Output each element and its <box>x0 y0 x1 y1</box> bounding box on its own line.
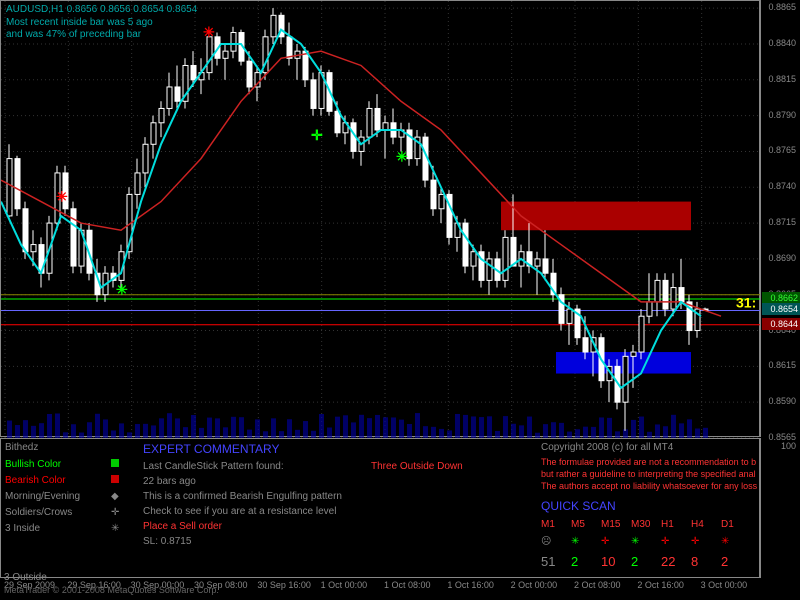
y-tick-label: 0.8740 <box>768 181 796 191</box>
legend-item: Bearish Color <box>5 475 66 486</box>
quickscan-col: H4 <box>691 519 704 530</box>
svg-text:✳: ✳ <box>116 282 128 298</box>
copyright: Copyright 2008 (c) for all MT4 <box>541 442 673 453</box>
quickscan-col: M15 <box>601 519 620 530</box>
x-tick-label: 1 Oct 00:00 <box>321 580 368 590</box>
x-tick-label: 3 Oct 00:00 <box>701 580 748 590</box>
x-tick-label: 1 Oct 08:00 <box>384 580 431 590</box>
quickscan-value: 8 <box>691 554 698 569</box>
y-tick-label: 0.8790 <box>768 110 796 120</box>
quickscan-marker: ✛ <box>601 536 609 547</box>
quickscan-col: D1 <box>721 519 734 530</box>
quickscan-marker: ✳ <box>721 536 729 547</box>
legend-marker: ◆ <box>111 491 119 502</box>
quickscan-col: M5 <box>571 519 585 530</box>
quickscan-title: QUICK SCAN <box>541 499 616 513</box>
y-tick-label: 0.8715 <box>768 217 796 227</box>
footer-outside: 3 Outside <box>4 572 47 583</box>
y-tick-label: 0.8690 <box>768 253 796 263</box>
y-tick-label: 0.8865 <box>768 2 796 12</box>
indicator-name: Bithedz <box>5 442 38 453</box>
commentary-line: Check to see if you are at a resistance … <box>143 506 336 517</box>
y-tick-label: 0.8615 <box>768 360 796 370</box>
commentary-line: 22 bars ago <box>143 476 196 487</box>
footer-copyright: MetaTrader © 2001-2008 MetaQuotes Softwa… <box>4 585 219 595</box>
disclaimer-3: The authors accept no liability whatsoev… <box>541 481 757 491</box>
quickscan-col: M1 <box>541 519 555 530</box>
disclaimer-2: but rather a guideline to interpreting t… <box>541 469 756 479</box>
commentary-line: Last CandleStick Pattern found: <box>143 461 284 472</box>
commentary-line: This is a confirmed Bearish Engulfing pa… <box>143 491 342 502</box>
quickscan-value: 10 <box>601 554 615 569</box>
legend-item: Bullish Color <box>5 459 61 470</box>
x-tick-label: 30 Sep 16:00 <box>257 580 311 590</box>
quickscan-col: M30 <box>631 519 650 530</box>
quickscan-value: 2 <box>631 554 638 569</box>
quickscan-marker: ✛ <box>661 536 669 547</box>
price-level-box: 0.8662 <box>762 292 800 304</box>
quickscan-value: 22 <box>661 554 675 569</box>
price-chart[interactable]: AUDUSD,H1 0.8656 0.8656 0.8654 0.8654 Mo… <box>0 0 760 437</box>
legend-marker: ✳ <box>111 523 119 534</box>
quickscan-col: H1 <box>661 519 674 530</box>
legend-marker <box>111 475 121 486</box>
legend-item: 3 Inside <box>5 523 40 534</box>
y-tick-label: 0.8765 <box>768 145 796 155</box>
y-tick-label: 0.8840 <box>768 38 796 48</box>
quickscan-marker: ☹ <box>541 536 551 547</box>
legend-item: Morning/Evening <box>5 491 80 502</box>
quickscan-value: 51 <box>541 554 555 569</box>
legend-item: Soldiers/Crows <box>5 507 72 518</box>
quickscan-marker: ✳ <box>631 536 639 547</box>
disclaimer-1: The formulae provided are not a recommen… <box>541 457 756 467</box>
indicator-panel[interactable]: Bithedz Bullish Color Bearish Color Mornin… <box>0 438 760 578</box>
quickscan-marker: ✛ <box>691 536 699 547</box>
quickscan-value: 2 <box>571 554 578 569</box>
x-tick-label: 2 Oct 00:00 <box>511 580 558 590</box>
quickscan-marker: ✳ <box>571 536 579 547</box>
svg-text:✳: ✳ <box>203 24 215 40</box>
x-tick-label: 2 Oct 16:00 <box>637 580 684 590</box>
y-tick-label: 0.8815 <box>768 74 796 84</box>
legend-marker <box>111 459 121 470</box>
commentary-title: EXPERT COMMENTARY <box>143 442 279 456</box>
x-tick-label: 1 Oct 16:00 <box>447 580 494 590</box>
x-tick-label: 2 Oct 08:00 <box>574 580 621 590</box>
svg-text:✳: ✳ <box>396 148 408 164</box>
price-level-box: 0.8644 <box>762 318 800 330</box>
commentary-line: SL: 0.8715 <box>143 536 191 547</box>
y-tick-label: 0.8590 <box>768 396 796 406</box>
legend-marker: ✛ <box>111 507 119 518</box>
price-level-box: 0.8654 <box>762 303 800 315</box>
commentary-line: Place a Sell order <box>143 521 222 532</box>
indicator-axis: 100 <box>760 438 800 578</box>
price-axis: 0.85650.85900.86150.86400.86650.86900.87… <box>760 0 800 437</box>
chart-canvas: ✳ ✳ ✳ ✛ ✳ 31: <box>1 1 761 438</box>
svg-text:31:: 31: <box>736 295 756 311</box>
pattern-name: Three Outside Down <box>371 461 463 472</box>
svg-text:✛: ✛ <box>311 127 323 143</box>
svg-text:✳: ✳ <box>56 189 68 205</box>
quickscan-value: 2 <box>721 554 728 569</box>
